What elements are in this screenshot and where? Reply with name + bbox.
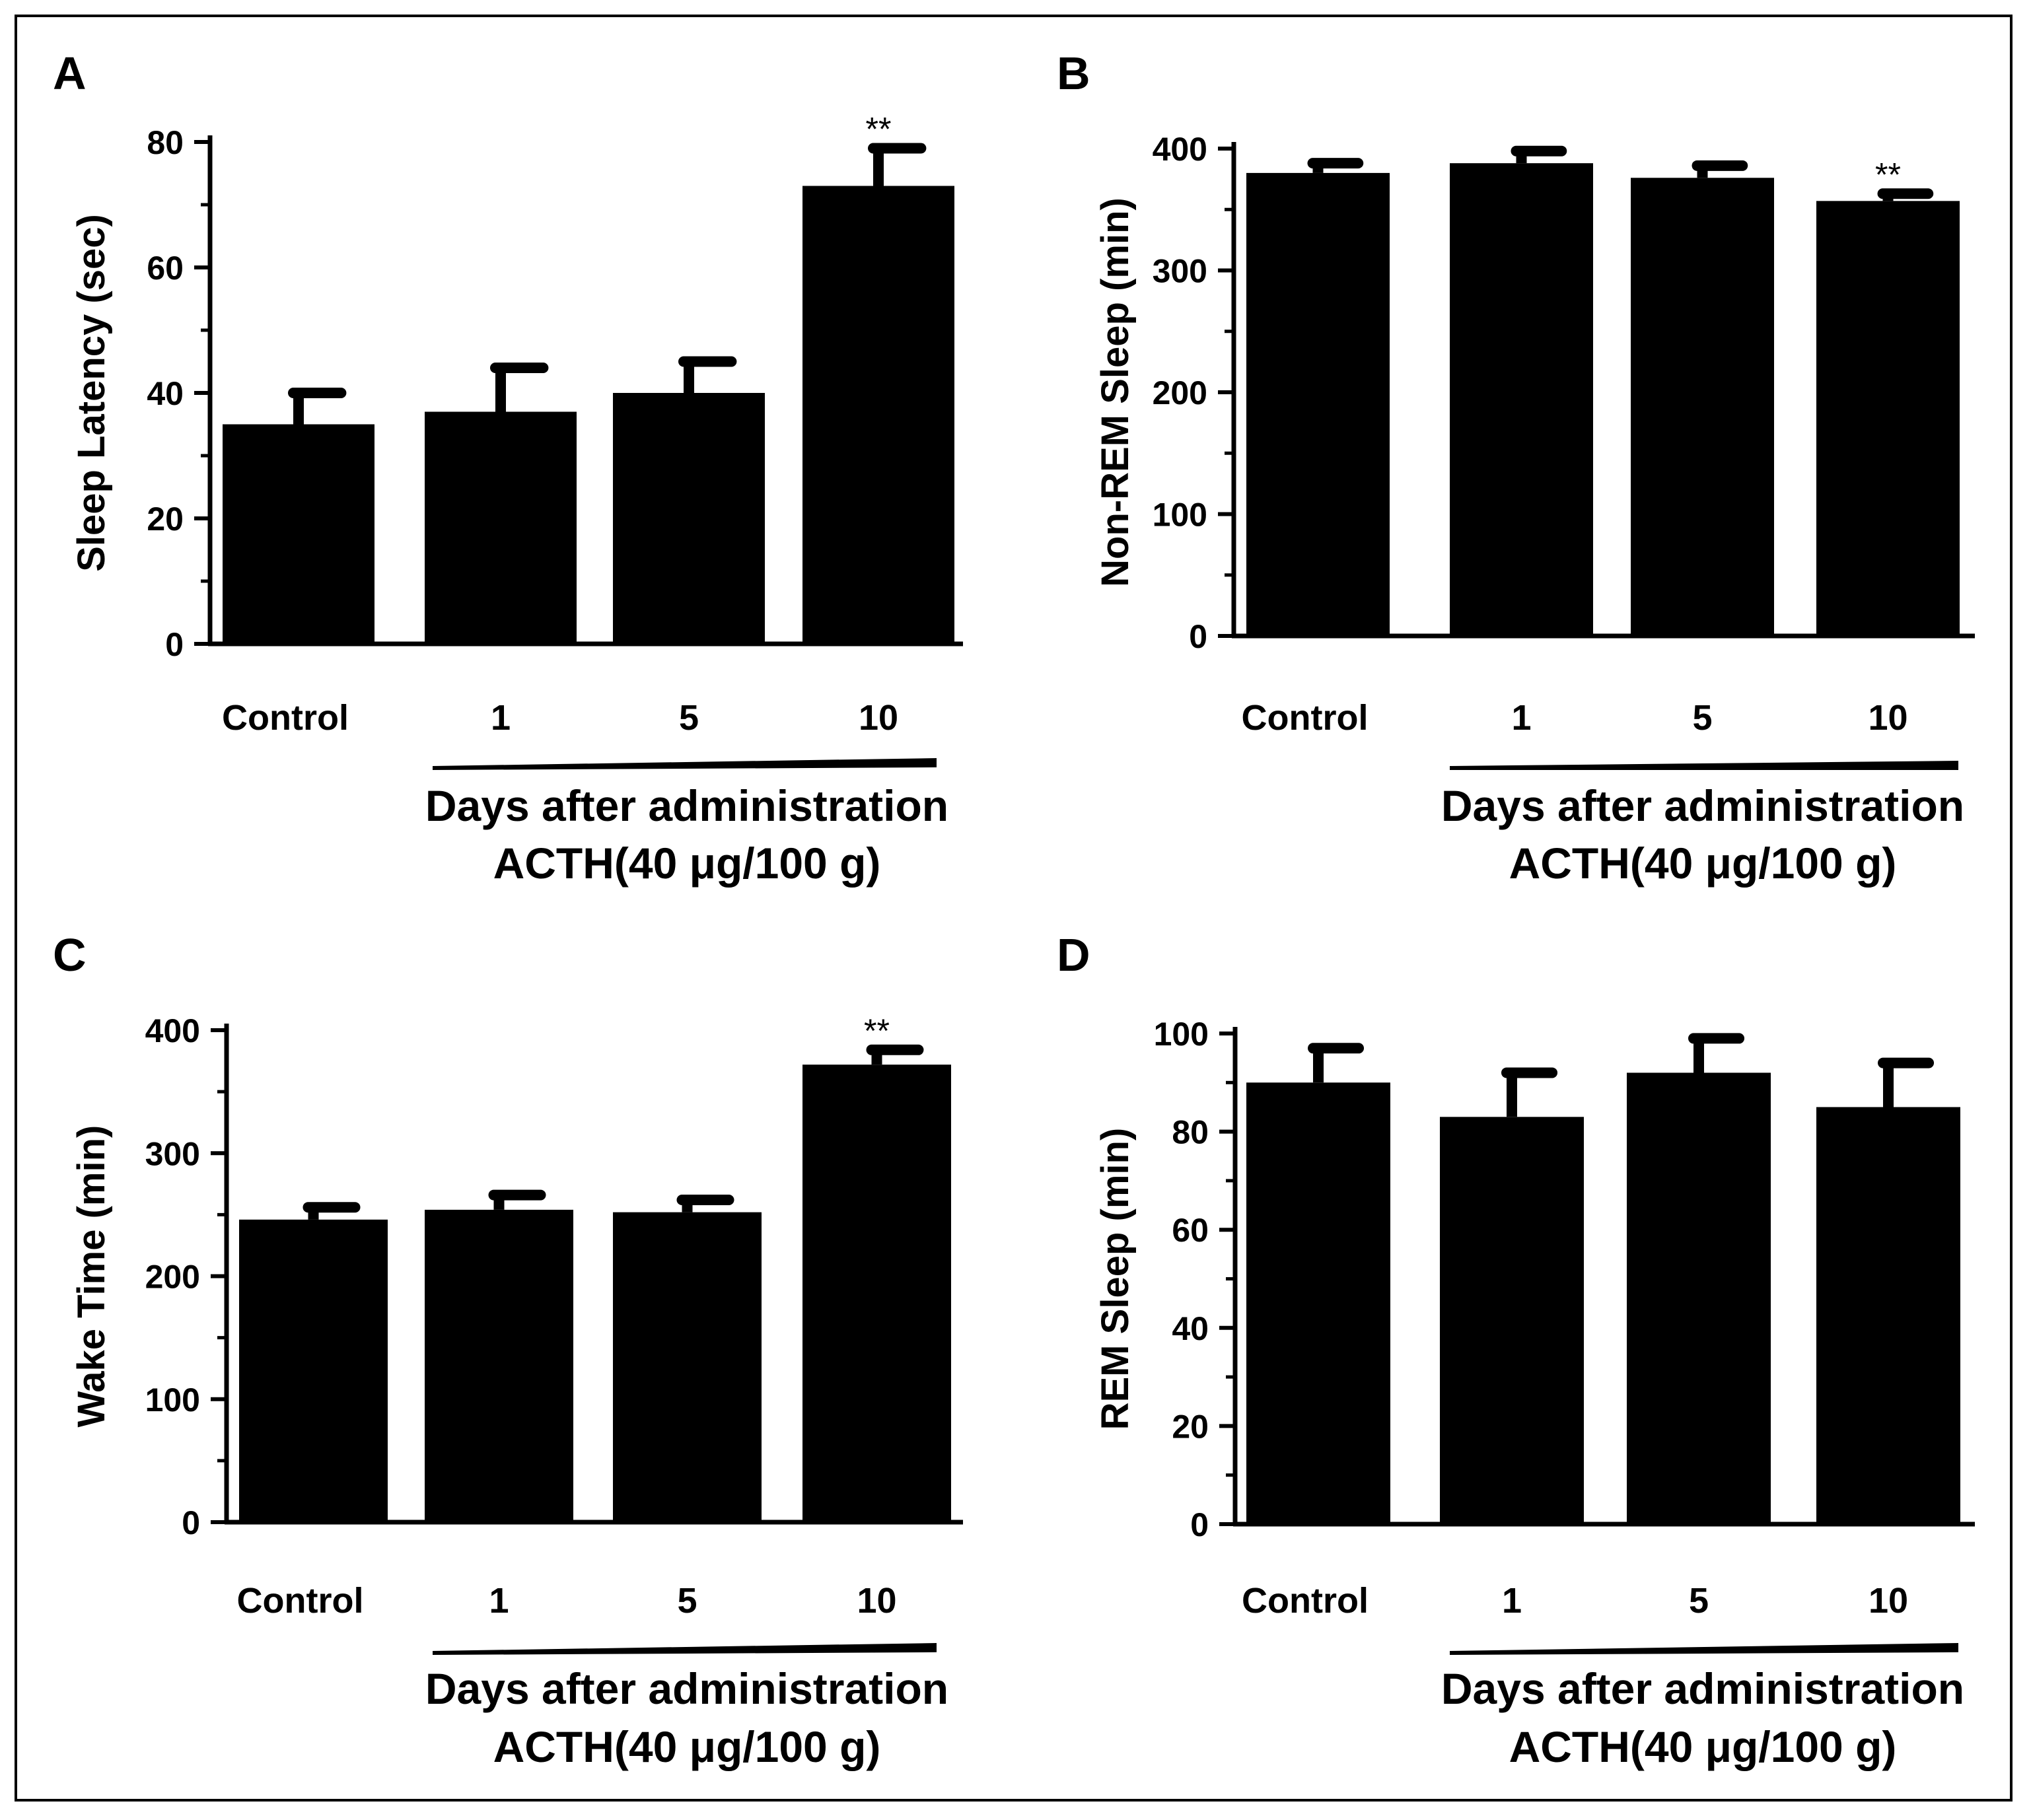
panel-a-treatment-label: ACTH(40 μg/100 g) xyxy=(493,839,881,888)
panel-b-category-label-3: 10 xyxy=(1868,698,1907,738)
panel-d-treatment-label: ACTH(40 μg/100 g) xyxy=(1509,1722,1897,1771)
panel-c-ytick-label-3: 300 xyxy=(145,1135,200,1172)
panel-d-bar-2 xyxy=(1627,1072,1771,1524)
panel-a-ytick-label-3: 60 xyxy=(147,250,184,287)
panel-b-bar-1 xyxy=(1450,163,1593,636)
panel-a-ytick-label-1: 20 xyxy=(147,501,184,538)
panel-b-significance-3: ** xyxy=(1875,156,1901,193)
panel-d-category-label-1: 1 xyxy=(1502,1581,1522,1621)
panel-c-y-axis-title: Wake Time (min) xyxy=(70,1125,113,1428)
panel-d-group-bracket xyxy=(1450,1643,1958,1655)
panel-b-bar-0 xyxy=(1246,172,1390,636)
panel-a-category-label-2: 5 xyxy=(679,698,699,738)
panel-c-ytick-label-2: 200 xyxy=(145,1259,200,1296)
panel-d-category-label-2: 5 xyxy=(1689,1581,1709,1621)
panel-c-category-label-3: 10 xyxy=(857,1581,896,1621)
panel-b-ytick-label-0: 0 xyxy=(1189,618,1207,655)
panel-c-treatment-label: ACTH(40 μg/100 g) xyxy=(493,1722,881,1771)
panel-c-ytick-label-1: 100 xyxy=(145,1382,200,1418)
panel-d-ytick-label-4: 80 xyxy=(1172,1114,1209,1151)
panel-b-ytick-label-2: 200 xyxy=(1153,374,1207,411)
panel-d-bar-0 xyxy=(1246,1082,1390,1524)
panel-c-bar-1 xyxy=(425,1209,573,1522)
panel-a-category-label-1: 1 xyxy=(491,698,511,738)
panel-d-y-axis-title: REM Sleep (min) xyxy=(1094,1128,1137,1430)
panel-d-category-label-3: 10 xyxy=(1869,1581,1908,1621)
panel-d-ytick-label-0: 0 xyxy=(1190,1506,1209,1543)
panel-d-category-label-0: Control xyxy=(1242,1581,1369,1621)
figure-frame xyxy=(15,15,2013,1802)
panel-a-significance-3: ** xyxy=(866,111,892,148)
panel-d-ytick-label-2: 40 xyxy=(1172,1310,1209,1347)
panel-c-group-label: Days after administration xyxy=(425,1664,948,1713)
panel-b-treatment-label: ACTH(40 μg/100 g) xyxy=(1509,839,1897,888)
panel-a-group-bracket xyxy=(433,758,937,770)
panel-c-bar-3 xyxy=(802,1065,951,1522)
panel-d-ytick-label-5: 100 xyxy=(1154,1016,1209,1053)
panel-b-ytick-label-4: 400 xyxy=(1153,131,1207,168)
panel-a-bar-1 xyxy=(425,411,577,644)
panel-a-ytick-label-0: 0 xyxy=(165,626,184,663)
panel-a-letter: A xyxy=(53,48,87,99)
panel-a-bar-2 xyxy=(613,393,765,644)
panel-a-bar-0 xyxy=(223,424,374,644)
panel-b-y-axis-title: Non-REM Sleep (min) xyxy=(1094,197,1137,587)
panel-d-bar-1 xyxy=(1440,1117,1584,1524)
panel-b-category-label-2: 5 xyxy=(1692,698,1712,738)
panel-c-letter: C xyxy=(53,929,87,981)
panel-b-bar-3 xyxy=(1816,201,1960,637)
panel-c-category-label-0: Control xyxy=(237,1581,364,1621)
panel-b-ytick-label-1: 100 xyxy=(1153,497,1207,534)
panel-d-ytick-label-1: 20 xyxy=(1172,1408,1209,1445)
panel-a-bar-3 xyxy=(802,186,954,644)
panel-c-bar-0 xyxy=(239,1219,388,1522)
panel-a-group-label: Days after administration xyxy=(425,781,948,830)
panel-c-group-bracket xyxy=(433,1643,937,1655)
panel-a-category-label-0: Control xyxy=(222,698,349,738)
panel-b-group-label: Days after administration xyxy=(1441,781,1964,830)
panel-d-ytick-label-3: 60 xyxy=(1172,1212,1209,1249)
panel-c-bar-2 xyxy=(613,1212,762,1522)
panel-d-letter: D xyxy=(1057,929,1090,981)
panel-d-group-label: Days after administration xyxy=(1441,1664,1964,1713)
panel-a-y-axis-title: Sleep Latency (sec) xyxy=(70,214,113,572)
panel-b-group-bracket xyxy=(1450,761,1958,770)
panel-c-ytick-label-4: 400 xyxy=(145,1012,200,1049)
panel-c-category-label-2: 5 xyxy=(677,1581,697,1621)
panel-a-ytick-label-2: 40 xyxy=(147,375,184,412)
panel-a-category-label-3: 10 xyxy=(859,698,898,738)
panel-c-ytick-label-0: 0 xyxy=(182,1504,200,1541)
panel-b-bar-2 xyxy=(1631,178,1774,636)
panel-b-ytick-label-3: 300 xyxy=(1153,253,1207,290)
panel-c-significance-3: ** xyxy=(864,1012,890,1049)
panel-c-category-label-1: 1 xyxy=(489,1581,509,1621)
panel-b-category-label-0: Control xyxy=(1242,698,1369,738)
panel-b-category-label-1: 1 xyxy=(1511,698,1531,738)
panel-d-bar-3 xyxy=(1816,1107,1960,1524)
panel-a-ytick-label-4: 80 xyxy=(147,124,184,161)
panel-b-letter: B xyxy=(1057,48,1090,99)
